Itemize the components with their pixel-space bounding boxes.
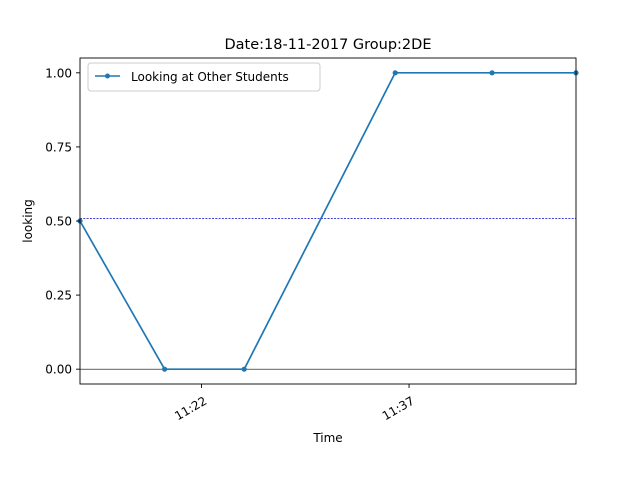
x-tick-label: 11:37 bbox=[380, 394, 417, 423]
y-tick-label: 0.75 bbox=[45, 140, 72, 154]
y-axis-label: looking bbox=[21, 199, 35, 243]
data-point bbox=[392, 70, 398, 76]
plot-area: 0.00 0.25 0.50 0.75 1.00 11:22 11:37 bbox=[45, 57, 579, 423]
y-tick-label: 0.50 bbox=[45, 215, 72, 229]
y-tick-label: 0.25 bbox=[45, 289, 72, 303]
chart-title: Date:18-11-2017 Group:2DE bbox=[224, 37, 431, 53]
legend-swatch-marker bbox=[105, 73, 110, 79]
x-axis-label: Time bbox=[312, 431, 342, 445]
y-tick-label: 0.00 bbox=[45, 363, 72, 377]
data-point bbox=[162, 366, 168, 372]
y-tick-label: 1.00 bbox=[45, 66, 72, 80]
x-tick-label: 11:22 bbox=[172, 394, 209, 423]
axes-frame bbox=[79, 57, 577, 385]
series-line bbox=[79, 71, 576, 371]
legend-label: Looking at Other Students bbox=[131, 70, 289, 84]
data-point bbox=[241, 366, 247, 372]
legend: Looking at Other Students bbox=[87, 62, 321, 92]
data-point bbox=[489, 70, 495, 76]
legend-frame bbox=[87, 62, 321, 92]
